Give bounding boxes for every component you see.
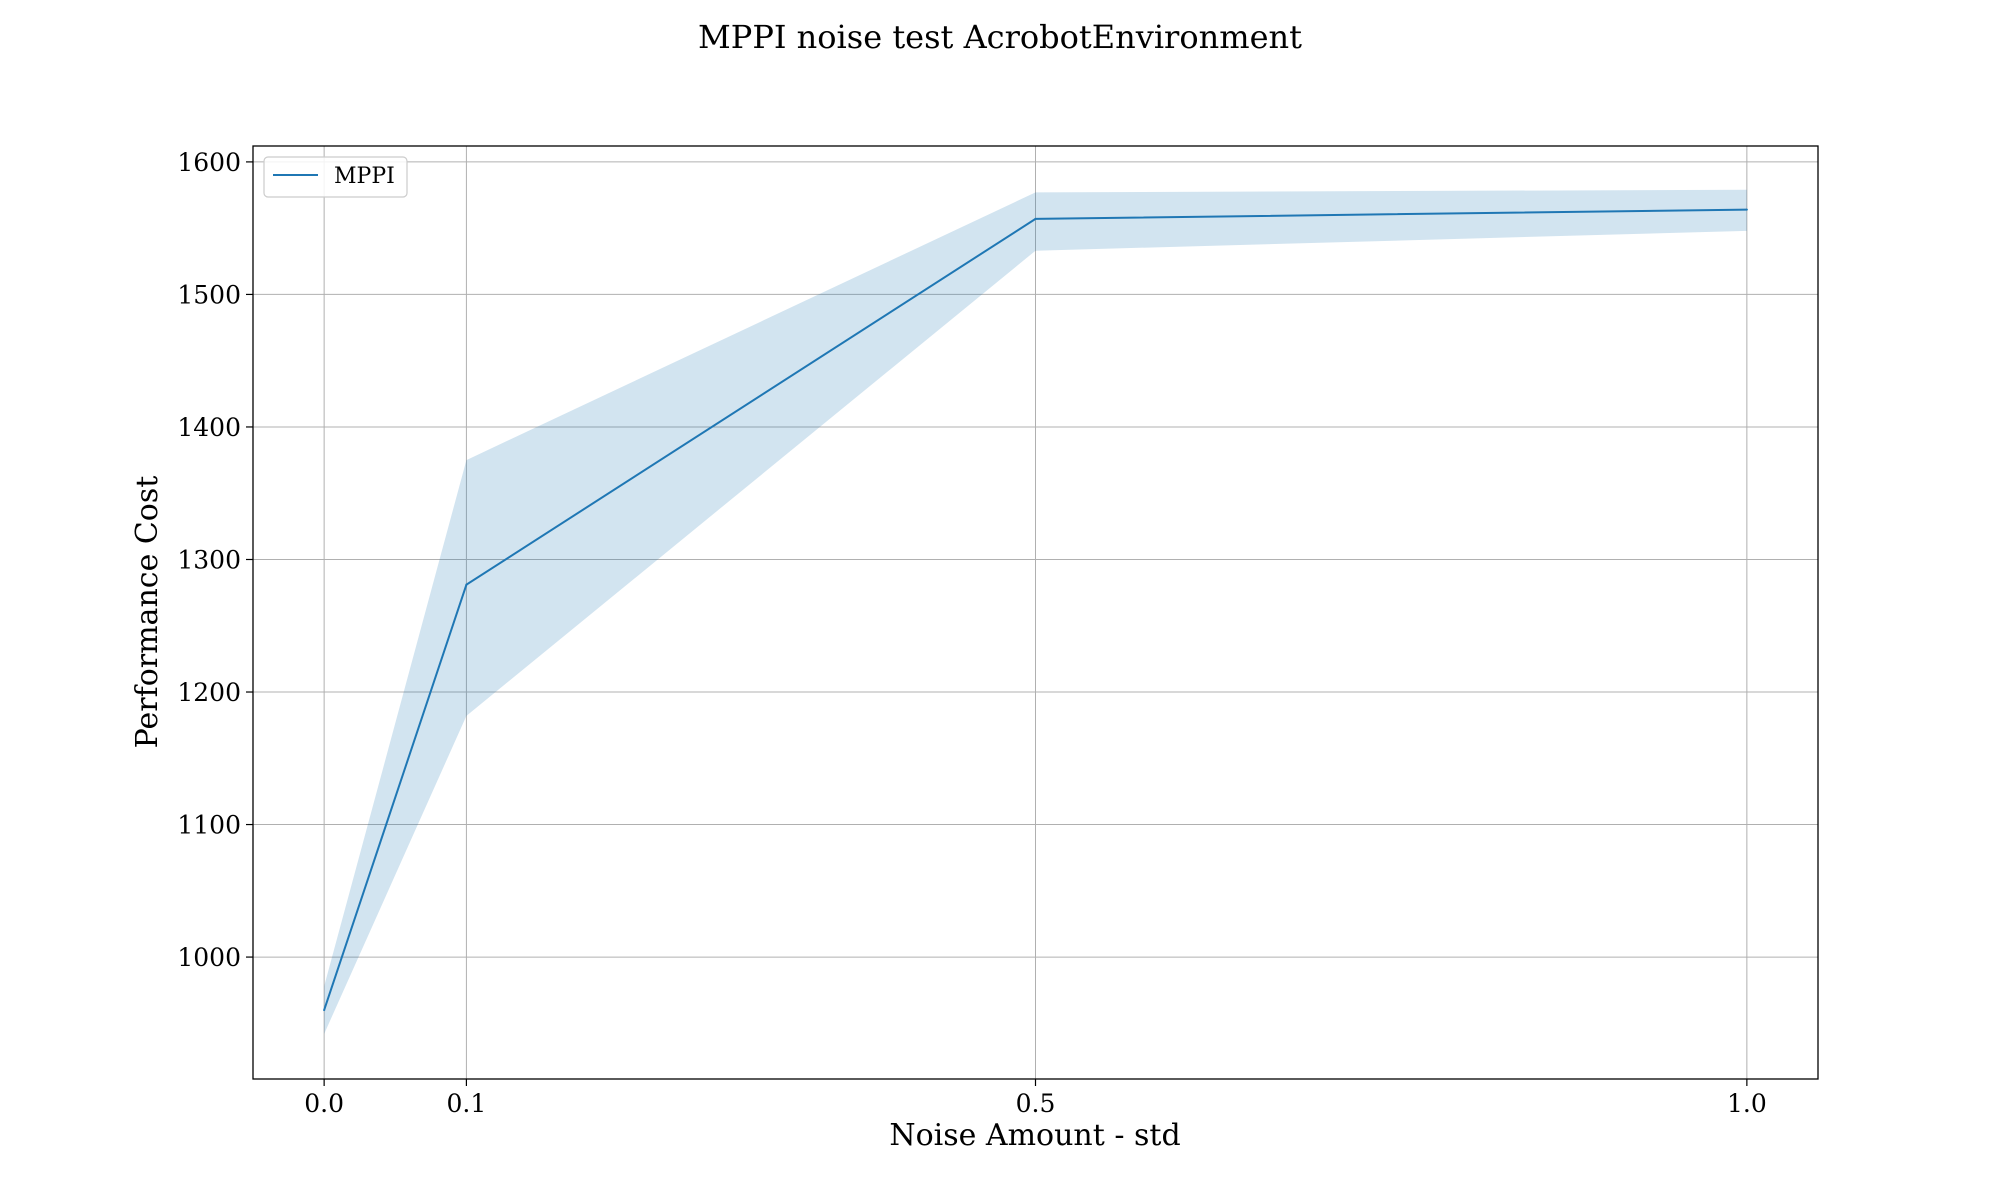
y-tick-label: 1300	[177, 545, 241, 574]
confidence-band-mppi	[324, 189, 1747, 1034]
legend-label-mppi: MPPI	[334, 164, 395, 189]
x-tick-label: 0.0	[304, 1089, 344, 1118]
y-axis-label: Performance Cost	[130, 476, 165, 749]
y-tick-label: 1200	[177, 678, 241, 707]
data-point	[465, 583, 468, 586]
data-point	[1745, 208, 1748, 211]
series-line-mppi	[323, 208, 1747, 1011]
x-tick-label: 0.1	[447, 1089, 487, 1118]
y-tick-label: 1400	[177, 413, 241, 442]
legend-box	[263, 156, 408, 198]
legend: MPPI	[263, 156, 408, 198]
series-line-layer	[323, 208, 1748, 1012]
chart-title: MPPI noise test AcrobotEnvironment	[698, 18, 1302, 56]
grid	[253, 146, 1818, 1079]
y-tick-label: 1600	[177, 148, 241, 177]
y-tick-label: 1500	[177, 280, 241, 309]
confidence-band-layer	[324, 189, 1747, 1034]
x-tick-label: 1.0	[1727, 1089, 1767, 1118]
x-axis-ticks: 0.0 0.1 0.5 1.0	[304, 1079, 1767, 1118]
y-tick-label: 1100	[177, 811, 241, 840]
data-point	[1034, 217, 1037, 220]
x-tick-label: 0.5	[1016, 1089, 1056, 1118]
y-tick-label: 1000	[177, 943, 241, 972]
data-point	[323, 1009, 326, 1012]
y-axis-ticks: 1000 1100 1200 1300 1400 1500 1600	[177, 148, 253, 972]
x-axis-label: Noise Amount - std	[889, 1118, 1180, 1153]
